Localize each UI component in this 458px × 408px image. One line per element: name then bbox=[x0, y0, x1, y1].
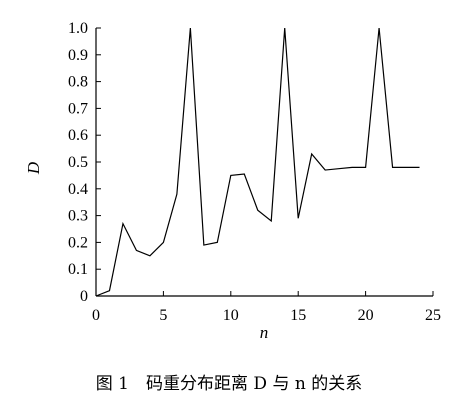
y-tick-label: 0.6 bbox=[68, 127, 88, 144]
y-tick-label: 0.8 bbox=[68, 74, 88, 91]
ticks: 0 5 10 15 20 25 0 0.1 0.2 0.3 0.4 0.5 0.6 0.7 0.8 0.9 1.… bbox=[68, 20, 441, 324]
series-line bbox=[95, 27, 420, 297]
x-tick-label: 15 bbox=[290, 307, 306, 324]
y-tick-label: 1.0 bbox=[68, 20, 88, 37]
x-tick-label: 0 bbox=[92, 307, 100, 324]
x-tick-label: 5 bbox=[159, 307, 167, 324]
x-tick-label: 20 bbox=[358, 307, 374, 324]
y-tick-label: 0.2 bbox=[68, 234, 88, 251]
y-tick-label: 0.3 bbox=[68, 208, 88, 225]
y-tick-label: 0.4 bbox=[68, 181, 88, 198]
y-tick-label: 0.5 bbox=[68, 154, 88, 171]
x-tick-label: 25 bbox=[425, 307, 441, 324]
y-tick-label: 0.7 bbox=[68, 100, 88, 117]
x-axis-label: n bbox=[260, 323, 269, 342]
y-tick-label: 0.9 bbox=[68, 47, 88, 64]
x-tick-label: 10 bbox=[223, 307, 239, 324]
series bbox=[95, 27, 420, 297]
y-axis-label: D bbox=[24, 161, 43, 175]
y-tick-label: 0.1 bbox=[68, 261, 88, 278]
y-tick-label: 0 bbox=[80, 288, 88, 305]
figure-caption: 图 1 码重分布距离 D 与 n 的关系 bbox=[96, 374, 362, 394]
